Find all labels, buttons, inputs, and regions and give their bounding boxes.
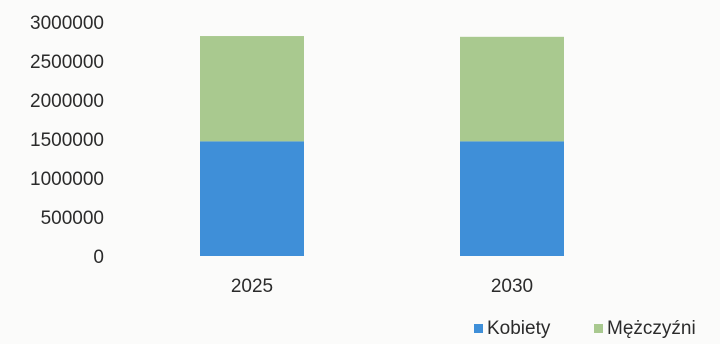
y-tick-label: 3000000 <box>30 13 104 34</box>
bar-2025-series-1 <box>200 36 304 142</box>
legend-swatch <box>474 324 483 333</box>
legend-label: Mężczyźni <box>607 318 696 339</box>
bar-2030-series-1 <box>460 36 564 142</box>
x-tick-label: 2030 <box>491 276 533 297</box>
y-tick-label: 1500000 <box>30 130 104 151</box>
bar-2025-series-0 <box>200 141 304 256</box>
legend-swatch <box>594 324 603 333</box>
y-axis: 0 500000 1000000 1500000 2000000 2500000 30000… <box>30 13 104 268</box>
y-tick-label: 500000 <box>41 208 104 229</box>
y-tick-label: 2000000 <box>30 91 104 112</box>
legend-label: Kobiety <box>487 318 551 339</box>
legend: Kobiety Mężczyźni <box>474 318 696 339</box>
bar-2030-series-0 <box>460 141 564 256</box>
y-tick-label: 0 <box>93 247 104 268</box>
bars <box>200 36 564 256</box>
y-tick-label: 1000000 <box>30 169 104 190</box>
x-tick-label: 2025 <box>231 276 273 297</box>
x-axis: 2025 2030 <box>231 276 533 297</box>
y-tick-label: 2500000 <box>30 52 104 73</box>
